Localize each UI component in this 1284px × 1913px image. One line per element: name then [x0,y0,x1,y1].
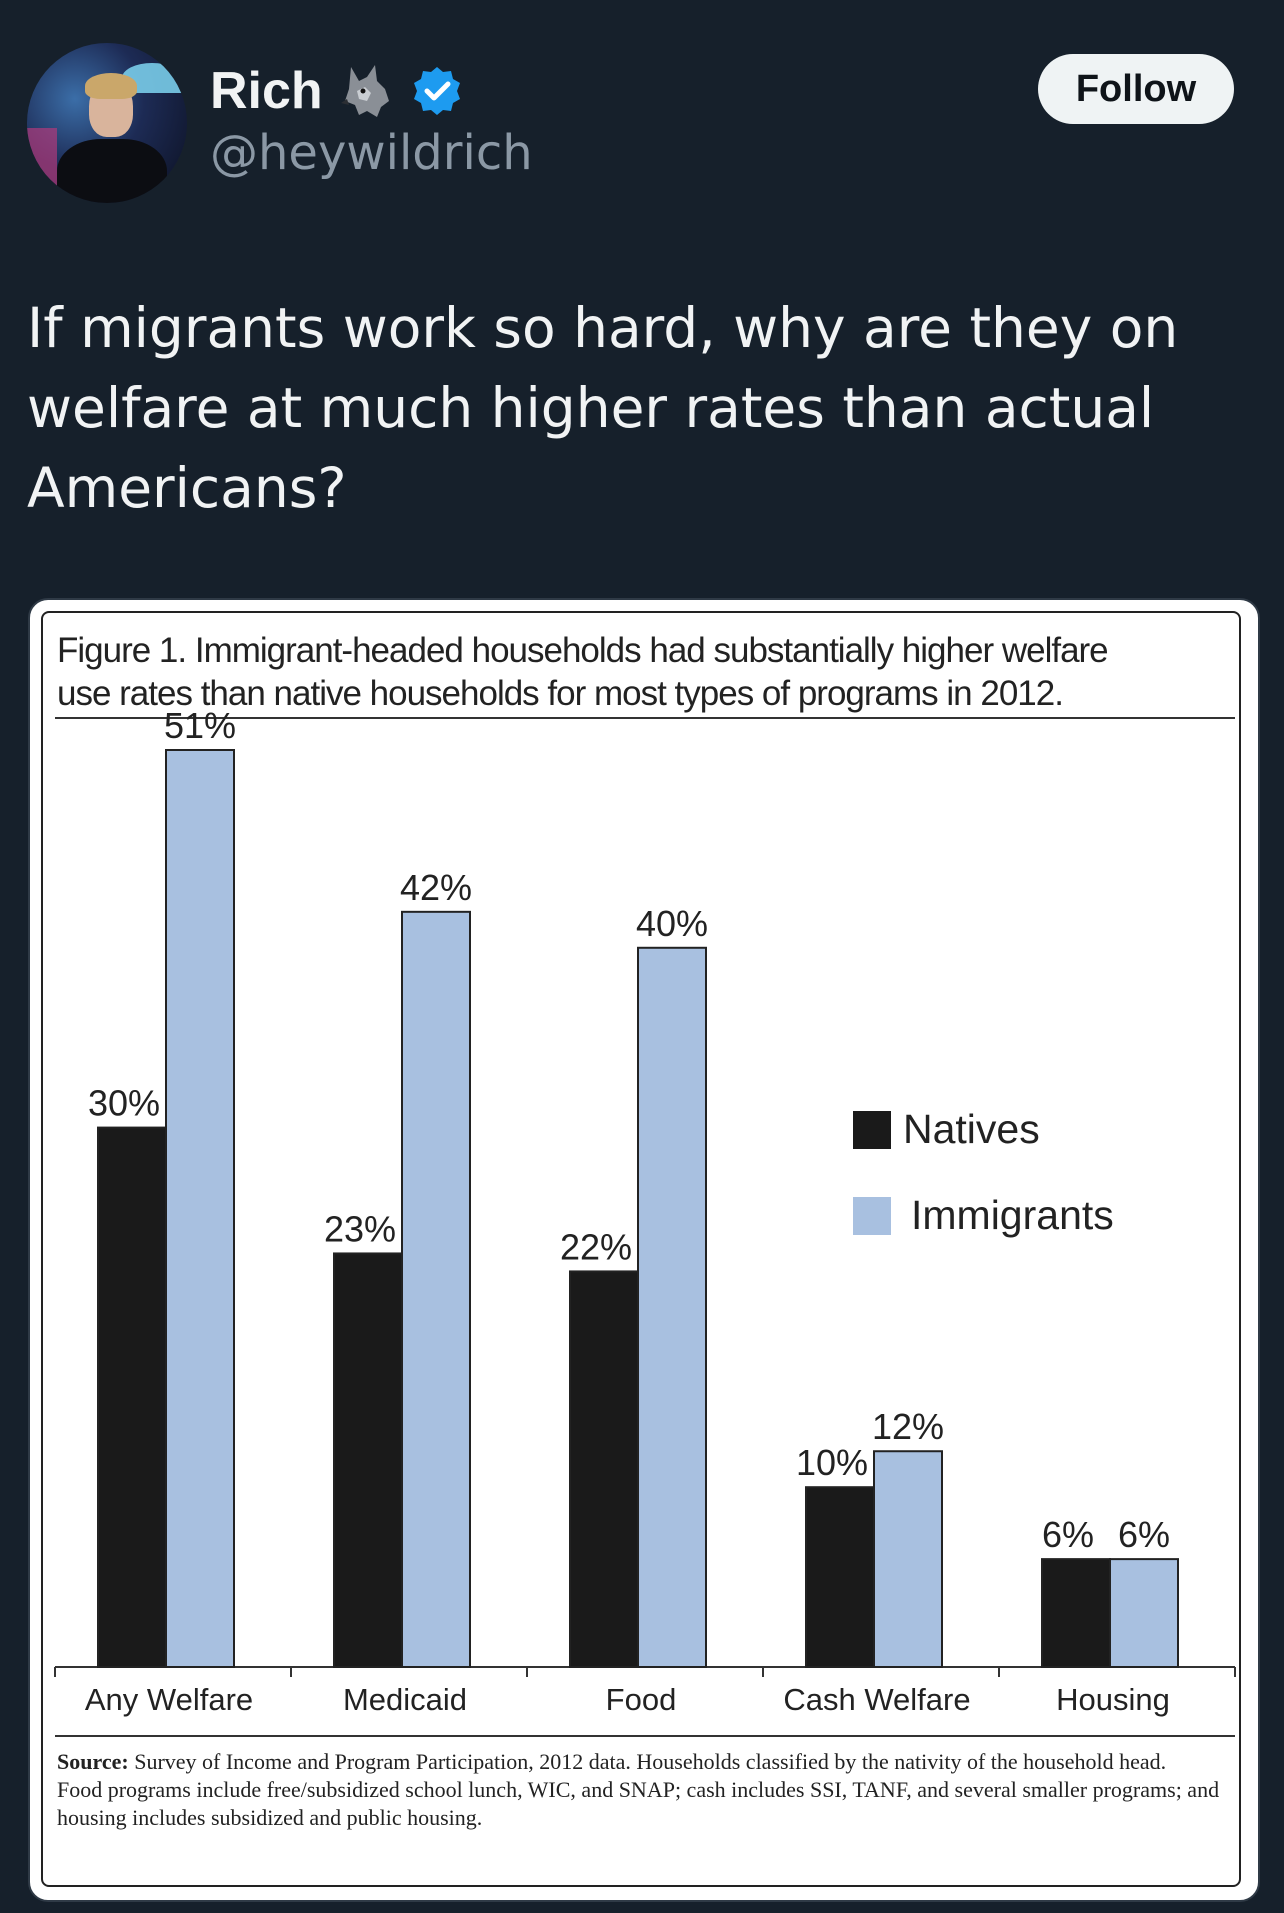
legend-label: Natives [903,1106,1040,1152]
legend-label: Immigrants [911,1192,1114,1238]
bar-natives-food [569,1270,639,1669]
data-label: 10% [796,1442,868,1483]
avatar-light-pink [27,128,57,188]
follow-button[interactable]: Follow [1038,54,1234,124]
display-name[interactable]: Rich [210,62,323,120]
bar-natives-any-welfare [97,1126,167,1668]
figure-title: Figure 1. Immigrant-headed households ha… [57,629,1237,715]
bar-immigrants-medicaid [401,910,471,1668]
bar-immigrants-food [637,946,707,1668]
avatar[interactable] [27,43,187,203]
figure-title-line-1: Figure 1. Immigrant-headed households ha… [57,631,1109,670]
bar-natives-housing [1041,1558,1111,1669]
verified-badge-icon [413,67,460,115]
data-label: 6% [1118,1514,1170,1555]
bar-immigrants-housing [1109,1558,1179,1669]
tweet-text: If migrants work so hard, why are they o… [27,296,1179,520]
figure-source-note: Source: Survey of Income and Program Par… [57,1748,1237,1832]
user-name-row: Rich [210,58,463,124]
data-label: 51% [164,705,236,746]
bar-natives-cash-welfare [805,1486,875,1669]
source-line-1: Survey of Income and Program Participati… [128,1749,1167,1774]
data-label: 12% [872,1406,944,1447]
x-tick-label: Cash Welfare [783,1682,970,1717]
title-divider [55,717,1235,719]
user-handle[interactable]: @heywildrich [210,125,533,181]
wolf-emoji-icon [340,65,389,117]
data-label: 6% [1042,1514,1094,1555]
data-label: 23% [324,1208,396,1249]
x-tick-label: Food [606,1682,677,1717]
legend-swatch-immigrants [853,1197,891,1235]
tweet-media-image[interactable]: Figure 1. Immigrant-headed households ha… [28,598,1260,1902]
source-label: Source: [57,1749,129,1774]
figure-title-line-2: use rates than native households for mos… [57,674,1064,713]
source-divider [55,1735,1235,1737]
x-tick-label: Medicaid [343,1682,467,1717]
data-label: 42% [400,867,472,908]
bar-chart: 30% 51% Any Welfare 23% 42% Medicaid 22% 40% Foo… [54,705,1236,1717]
x-tick-label: Any Welfare [85,1682,253,1717]
bar-immigrants-any-welfare [165,749,235,1668]
figure-frame: Figure 1. Immigrant-headed households ha… [41,611,1241,1887]
source-line-2: Food programs include free/subsidized sc… [57,1777,1220,1830]
avatar-hair [85,73,137,99]
bar-immigrants-cash-welfare [873,1450,943,1668]
legend-swatch-natives [853,1111,891,1149]
avatar-body [57,139,167,203]
bar-natives-medicaid [333,1252,403,1668]
x-tick-label: Housing [1056,1682,1170,1717]
data-label: 22% [560,1226,632,1267]
data-label: 40% [636,903,708,944]
data-label: 30% [88,1083,160,1124]
